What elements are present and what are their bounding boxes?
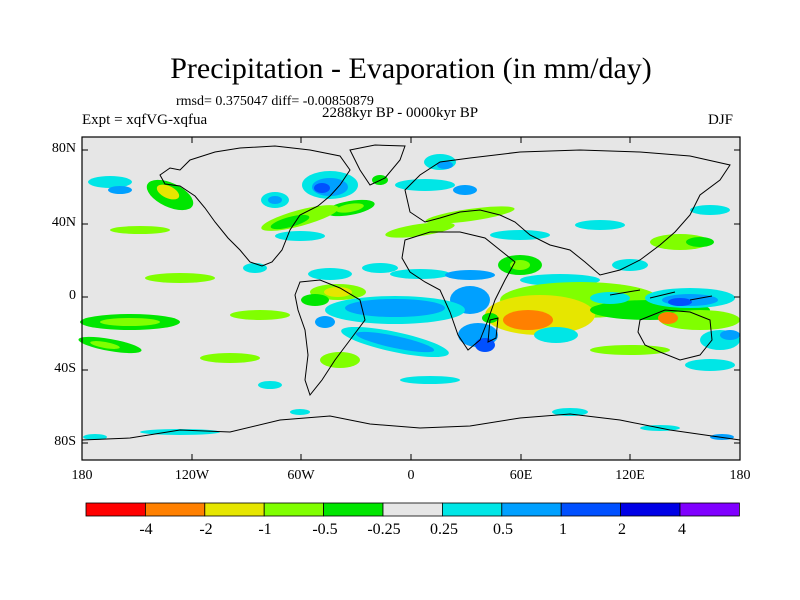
colorbar-label: -2 — [199, 521, 213, 538]
colorbar-box — [263, 502, 325, 517]
anomaly-field — [78, 154, 740, 440]
lat-label-80n: 80N — [51, 141, 76, 156]
axis-ticks — [82, 137, 740, 460]
lat-label-40n: 40N — [51, 215, 76, 230]
lon-label-180w: 180 — [71, 468, 93, 483]
colorbar-box — [204, 502, 265, 517]
anomaly-indian-ocean-core — [503, 310, 553, 330]
coast-greenland — [349, 144, 406, 186]
lon-label-180e: 180 — [729, 468, 751, 483]
colorbar-label: -0.5 — [312, 521, 338, 538]
colorbar-box — [501, 502, 562, 517]
lon-label-0: 0 — [407, 468, 415, 483]
colorbar-label: 1 — [559, 521, 567, 538]
lon-label-120w: 120W — [174, 468, 210, 483]
coast-north-america — [159, 145, 351, 267]
colorbar-label: 0.5 — [493, 521, 513, 538]
lon-label-60w: 60W — [287, 468, 315, 483]
coast-south-america — [294, 279, 366, 397]
coast-maritime — [609, 289, 713, 301]
season-label: DJF — [708, 112, 734, 128]
coast-eurasia — [404, 149, 731, 276]
colorbar-label: -1 — [258, 521, 272, 538]
coast-australia — [637, 309, 713, 361]
lon-label-120e: 120E — [615, 468, 645, 483]
colorbar-box — [323, 502, 384, 517]
colorbar-box — [85, 502, 146, 517]
lat-label-80s: 80S — [54, 434, 76, 449]
coast-antarctica — [81, 413, 741, 441]
coast-madagascar — [487, 317, 499, 343]
colorbar-box — [144, 502, 206, 517]
colorbar-box — [679, 502, 740, 517]
colorbar — [85, 502, 740, 517]
experiment-label: Expt = xqfVG-xqfua — [82, 112, 208, 128]
anomaly-alaska-core — [156, 184, 180, 200]
colorbar-box — [382, 502, 443, 517]
colorbar-label: -4 — [139, 521, 153, 538]
colorbar-box — [441, 502, 503, 517]
map-title: Precipitation - Evaporation (in mm/day) — [170, 52, 652, 85]
stats-subtitle: rmsd= 0.375047 diff= -0.00850879 — [176, 94, 374, 109]
colorbar-box — [560, 502, 622, 517]
colorbar-box — [620, 502, 681, 517]
colorbar-label: 4 — [678, 521, 686, 538]
colorbar-label: 0.25 — [430, 521, 458, 538]
coastlines — [81, 144, 741, 441]
lon-label-60e: 60E — [509, 468, 533, 483]
period-label: 2288kyr BP - 0000kyr BP — [322, 105, 479, 121]
coast-africa — [401, 231, 516, 351]
lat-label-0: 0 — [69, 288, 76, 303]
lat-label-40s: 40S — [54, 361, 76, 376]
colorbar-label: -0.25 — [367, 521, 401, 538]
colorbar-label: 2 — [618, 521, 626, 538]
